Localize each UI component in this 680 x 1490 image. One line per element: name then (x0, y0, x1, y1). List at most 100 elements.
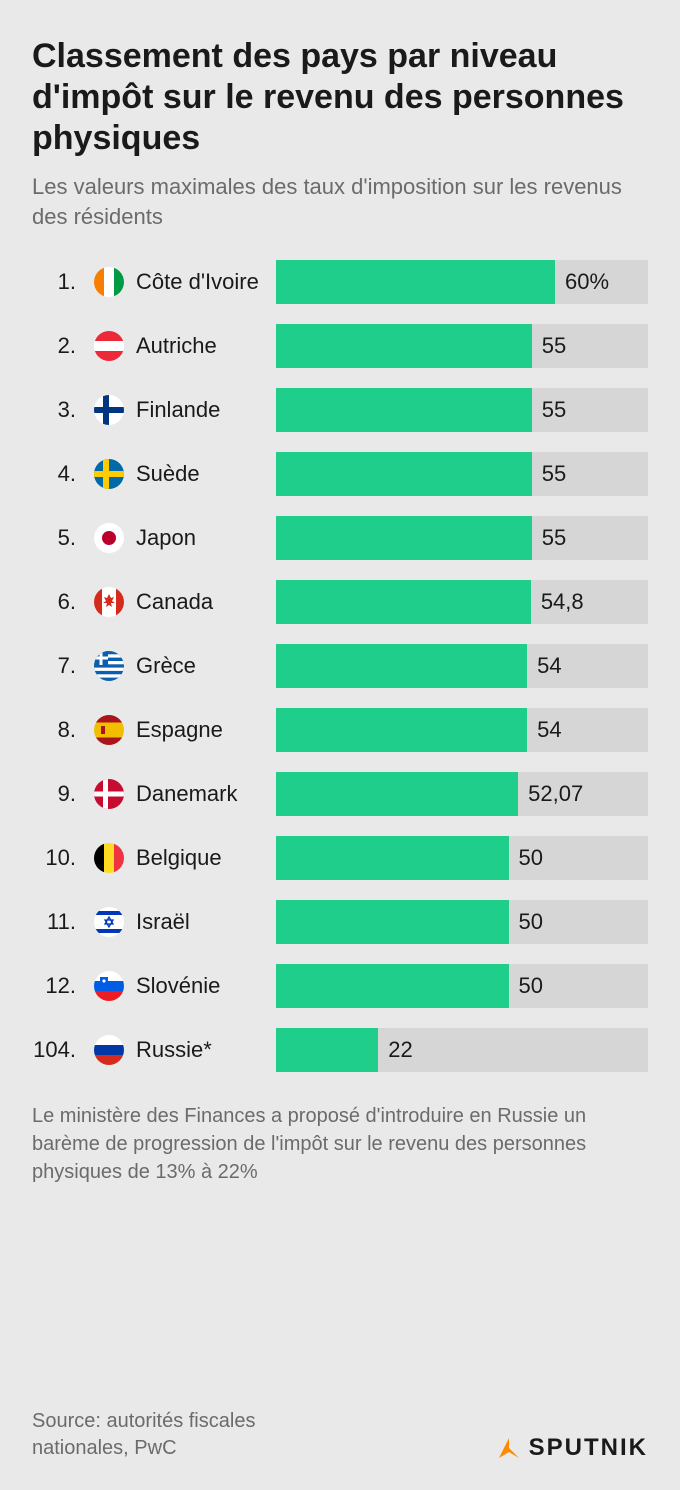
sputnik-logo-text: SPUTNIK (529, 1434, 648, 1462)
country-label: Danemark (136, 781, 276, 807)
bar-value-label: 54 (537, 653, 561, 679)
bar-track: 60% (276, 260, 648, 304)
country-label: Côte d'Ivoire (136, 269, 276, 295)
bar-fill (276, 644, 527, 688)
bar-fill (276, 388, 532, 432)
bar-track: 54 (276, 708, 648, 752)
flag-icon (94, 651, 124, 681)
bar-track: 55 (276, 516, 648, 560)
footer: Source: autorités fiscales nationales, P… (32, 1408, 648, 1462)
bar-fill (276, 516, 532, 560)
country-label: Canada (136, 589, 276, 615)
flag-icon (94, 843, 124, 873)
bar-row: 3. Finlande 55 (32, 388, 648, 432)
rank-label: 6. (32, 589, 80, 615)
rank-label: 9. (32, 781, 80, 807)
country-label: Russie* (136, 1037, 276, 1063)
bar-fill (276, 324, 532, 368)
bar-fill (276, 1028, 378, 1072)
bar-track: 54,8 (276, 580, 648, 624)
bar-row: 4. Suède 55 (32, 452, 648, 496)
country-label: Espagne (136, 717, 276, 743)
chart-subtitle: Les valeurs maximales des taux d'imposit… (32, 172, 648, 231)
bar-row: 9. Danemark 52,07 (32, 772, 648, 816)
rank-label: 2. (32, 333, 80, 359)
country-label: Autriche (136, 333, 276, 359)
bar-track: 50 (276, 964, 648, 1008)
bar-fill (276, 772, 518, 816)
country-label: Israël (136, 909, 276, 935)
rank-label: 10. (32, 845, 80, 871)
bar-track: 52,07 (276, 772, 648, 816)
rank-label: 5. (32, 525, 80, 551)
bar-value-label: 22 (388, 1037, 412, 1063)
sputnik-logo: SPUTNIK (495, 1434, 648, 1462)
flag-icon (94, 331, 124, 361)
bar-row: 104. Russie* 22 (32, 1028, 648, 1072)
flag-icon (94, 523, 124, 553)
bar-row: 2. Autriche 55 (32, 324, 648, 368)
footnote: Le ministère des Finances a proposé d'in… (32, 1102, 648, 1186)
country-label: Suède (136, 461, 276, 487)
bar-value-label: 60% (565, 269, 609, 295)
bar-value-label: 50 (519, 909, 543, 935)
rank-label: 11. (32, 909, 80, 935)
country-label: Grèce (136, 653, 276, 679)
flag-icon (94, 587, 124, 617)
bar-value-label: 50 (519, 973, 543, 999)
flag-icon (94, 779, 124, 809)
bar-value-label: 50 (519, 845, 543, 871)
bar-row: 10. Belgique 50 (32, 836, 648, 880)
bar-row: 12. Slovénie 50 (32, 964, 648, 1008)
bar-row: 7. Grèce 54 (32, 644, 648, 688)
rank-label: 3. (32, 397, 80, 423)
rank-label: 1. (32, 269, 80, 295)
bar-row: 11. Israël 50 (32, 900, 648, 944)
bar-value-label: 54,8 (541, 589, 584, 615)
bar-rows: 1. Côte d'Ivoire 60% 2. Autriche 55 3. Finlande… (32, 260, 648, 1072)
flag-icon (94, 395, 124, 425)
chart-title: Classement des pays par niveau d'impôt s… (32, 36, 648, 158)
bar-value-label: 55 (542, 525, 566, 551)
country-label: Japon (136, 525, 276, 551)
rank-label: 104. (32, 1037, 80, 1063)
bar-value-label: 54 (537, 717, 561, 743)
flag-icon (94, 971, 124, 1001)
flag-icon (94, 907, 124, 937)
bar-fill (276, 900, 509, 944)
bar-track: 55 (276, 388, 648, 432)
country-label: Belgique (136, 845, 276, 871)
bar-fill (276, 260, 555, 304)
rank-label: 8. (32, 717, 80, 743)
flag-icon (94, 1035, 124, 1065)
bar-row: 5. Japon 55 (32, 516, 648, 560)
bar-value-label: 55 (542, 333, 566, 359)
bar-value-label: 55 (542, 397, 566, 423)
bar-track: 54 (276, 644, 648, 688)
bar-value-label: 55 (542, 461, 566, 487)
bar-value-label: 52,07 (528, 781, 583, 807)
bar-row: 6. Canada 54,8 (32, 580, 648, 624)
rank-label: 7. (32, 653, 80, 679)
bar-track: 50 (276, 900, 648, 944)
bar-fill (276, 836, 509, 880)
bar-row: 8. Espagne 54 (32, 708, 648, 752)
bar-fill (276, 964, 509, 1008)
bar-fill (276, 708, 527, 752)
rank-label: 12. (32, 973, 80, 999)
bar-fill (276, 580, 531, 624)
sputnik-logo-icon (495, 1434, 523, 1462)
bar-track: 22 (276, 1028, 648, 1072)
country-label: Finlande (136, 397, 276, 423)
country-label: Slovénie (136, 973, 276, 999)
bar-track: 50 (276, 836, 648, 880)
flag-icon (94, 267, 124, 297)
bar-row: 1. Côte d'Ivoire 60% (32, 260, 648, 304)
bar-track: 55 (276, 324, 648, 368)
flag-icon (94, 715, 124, 745)
flag-icon (94, 459, 124, 489)
bar-fill (276, 452, 532, 496)
bar-track: 55 (276, 452, 648, 496)
rank-label: 4. (32, 461, 80, 487)
source-text: Source: autorités fiscales nationales, P… (32, 1408, 332, 1462)
